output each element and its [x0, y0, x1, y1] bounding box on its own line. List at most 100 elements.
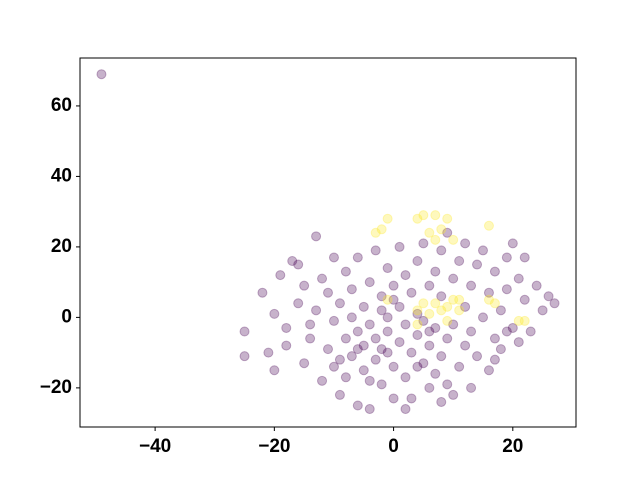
point [400, 404, 411, 415]
x-tick-label: 0 [388, 436, 399, 457]
point [334, 354, 345, 365]
point [382, 213, 393, 224]
point [364, 319, 375, 330]
point [412, 330, 423, 341]
point [370, 227, 381, 238]
point [472, 259, 483, 270]
point [275, 270, 286, 281]
point [418, 210, 429, 221]
x-tick-label: −40 [139, 436, 171, 457]
point [370, 245, 381, 256]
point [370, 354, 381, 365]
point [472, 351, 483, 362]
point [424, 326, 435, 337]
point [519, 315, 530, 326]
point [299, 358, 310, 369]
point [412, 213, 423, 224]
point [400, 270, 411, 281]
point [478, 245, 488, 256]
point [239, 326, 250, 337]
point [382, 294, 393, 305]
point [293, 298, 304, 309]
point [543, 291, 554, 302]
point [442, 333, 453, 344]
point [513, 337, 524, 348]
point [448, 273, 459, 284]
point [394, 337, 405, 348]
point [436, 351, 447, 362]
point [424, 382, 435, 393]
point [448, 294, 459, 305]
point [96, 69, 107, 80]
point [311, 231, 322, 242]
point [501, 284, 512, 295]
point [424, 227, 435, 238]
point [412, 305, 423, 316]
point [489, 266, 500, 277]
point [430, 368, 441, 379]
point [328, 361, 339, 372]
point [358, 365, 369, 376]
point [334, 298, 345, 309]
point [323, 344, 333, 355]
point [263, 347, 274, 358]
point [483, 220, 494, 231]
point [352, 326, 363, 337]
point [436, 291, 447, 302]
point [287, 256, 298, 267]
point [239, 351, 250, 362]
point [346, 284, 357, 295]
point [454, 305, 465, 316]
point [430, 322, 441, 333]
point [328, 252, 339, 263]
point [418, 315, 429, 326]
x-tick-label: −20 [258, 436, 290, 457]
point [328, 315, 339, 326]
point [406, 347, 417, 358]
point [442, 301, 453, 312]
point [412, 308, 423, 319]
point [382, 263, 393, 274]
point [382, 312, 393, 323]
point [519, 294, 530, 305]
point [489, 354, 500, 365]
point [430, 210, 441, 221]
point [531, 280, 542, 291]
point [257, 287, 268, 298]
point [460, 301, 471, 312]
point [317, 375, 328, 386]
point [412, 256, 423, 267]
point [549, 298, 560, 309]
point [376, 379, 387, 390]
point [388, 393, 399, 404]
point [352, 344, 363, 355]
point [364, 404, 375, 415]
point [382, 326, 393, 337]
point [454, 361, 465, 372]
point [394, 301, 405, 312]
point [537, 305, 548, 316]
point [269, 308, 280, 319]
point [513, 273, 524, 284]
plot-frame [79, 57, 577, 428]
point [388, 294, 399, 305]
point [507, 322, 518, 333]
point [436, 224, 447, 235]
y-tick-label: 0 [61, 306, 72, 327]
point [412, 361, 423, 372]
point [436, 305, 447, 316]
point [299, 280, 310, 291]
point [466, 280, 477, 291]
point [525, 326, 536, 337]
point [424, 308, 435, 319]
point [489, 333, 500, 344]
point [340, 266, 351, 277]
point [442, 315, 453, 326]
y-tick-label: 60 [51, 95, 72, 116]
y-tick-label: 20 [51, 236, 72, 257]
point [388, 280, 399, 291]
point [305, 319, 316, 330]
point [507, 238, 518, 249]
